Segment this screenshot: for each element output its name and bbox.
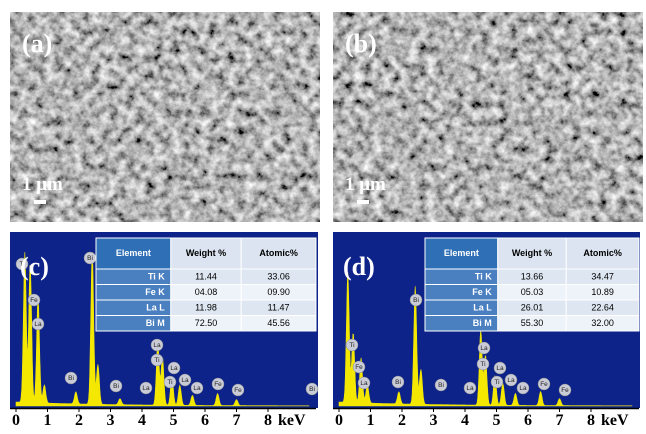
tick-label: 7	[233, 412, 241, 429]
peak-label: La	[519, 385, 527, 392]
scale-bar-label: 1 μm	[345, 174, 386, 195]
tick-label: 2	[75, 412, 83, 429]
peak-label: Fe	[561, 387, 569, 394]
tick-label: 7	[556, 412, 564, 429]
cell-text: 04.08	[195, 287, 218, 297]
peak-label: La	[480, 345, 488, 352]
cell-text: 34.47	[591, 272, 614, 282]
peak-label: Bi	[68, 375, 74, 382]
cell-text: 09.90	[267, 287, 290, 297]
cell-text: La L	[146, 303, 165, 313]
tick-label: 0	[12, 412, 20, 429]
cell-text: 45.56	[267, 318, 290, 328]
peak-label: La	[153, 342, 161, 349]
cell-text: 11.44	[195, 272, 217, 282]
peak-label: La	[360, 380, 368, 387]
peak-label: La	[181, 377, 189, 384]
peak-label: Ti	[154, 357, 159, 364]
peak-label: Fe	[214, 381, 222, 388]
cell-text: 26.01	[521, 303, 544, 313]
peak-label: Ti	[349, 342, 354, 349]
axis-unit: keV	[278, 412, 306, 429]
cell-text: 22.64	[591, 303, 614, 313]
cell-text: 33.06	[267, 272, 290, 282]
cell-text: 10.89	[591, 287, 614, 297]
cell-text: 11.47	[268, 303, 290, 313]
header-text: Atomic%	[583, 248, 622, 258]
tick-label: 8	[587, 412, 595, 429]
cell-text: Fe K	[145, 287, 165, 297]
cell-text: Bi M	[473, 318, 492, 328]
panel-label: (d)	[343, 252, 375, 281]
peak-label: La	[496, 365, 504, 372]
tick-label: 1	[44, 412, 52, 429]
tick-label: 1	[367, 412, 375, 429]
tick-label: 6	[201, 412, 209, 429]
header-text: Element	[116, 248, 151, 258]
axis-unit: keV	[601, 412, 629, 429]
tick-label: 8	[264, 412, 272, 429]
tick-label: 6	[524, 412, 532, 429]
peak-label: Bi	[87, 255, 93, 262]
peak-label: La	[142, 385, 150, 392]
peak-label: Fe	[234, 387, 242, 394]
tick-label: 5	[493, 412, 501, 429]
peak-label: La	[34, 321, 42, 328]
header-text: Weight %	[186, 248, 226, 258]
tick-label: 3	[107, 412, 115, 429]
composition-table: Element Weight % Atomic% Ti K 11.44 33.06 Fe K…	[96, 238, 316, 331]
cell-text: Bi M	[146, 318, 165, 328]
header-text: Element	[444, 248, 479, 258]
cell-text: 11.98	[195, 303, 217, 313]
cell-text: La L	[473, 303, 492, 313]
peak-label: Fe	[355, 364, 363, 371]
cell-text: 72.50	[195, 318, 218, 328]
peak-label: Fe	[30, 297, 38, 304]
peak-label: Bi	[413, 297, 419, 304]
cell-text: Fe K	[472, 287, 492, 297]
cell-text: 05.03	[521, 287, 544, 297]
peak-label: Bi	[395, 379, 401, 386]
cell-text: 32.00	[591, 318, 614, 328]
cell-text: 13.66	[521, 272, 544, 282]
scale-bar-label: 1 μm	[22, 174, 63, 195]
cell-text: Ti K	[148, 272, 165, 282]
peak-label: Ti	[480, 361, 485, 368]
tick-label: 4	[138, 412, 146, 429]
peak-label: La	[170, 365, 178, 372]
scale-bar	[34, 200, 46, 204]
peak-label: Bi	[438, 382, 444, 389]
tick-label: 0	[335, 412, 343, 429]
peak-label: La	[507, 377, 515, 384]
peak-label: Fe	[540, 381, 548, 388]
peak-label: Bi	[113, 383, 119, 390]
scale-bar	[357, 200, 369, 204]
tick-label: 4	[461, 412, 469, 429]
header-text: Atomic%	[259, 248, 298, 258]
cell-text: 55.30	[521, 318, 544, 328]
peak-label: La	[466, 385, 474, 392]
peak-label: Ti	[167, 379, 172, 386]
cell-text: Ti K	[475, 272, 492, 282]
tick-label: 5	[170, 412, 178, 429]
peak-label: Ti	[494, 379, 499, 386]
peak-label: Bi	[309, 386, 315, 393]
composition-table: Element Weight % Atomic% Ti K 13.66 34.47 Fe K…	[425, 238, 639, 331]
tick-label: 3	[430, 412, 438, 429]
peak-label: La	[193, 385, 201, 392]
panel-label: (c)	[20, 252, 49, 281]
panel-label: (b)	[345, 29, 377, 58]
panel-label: (a)	[22, 29, 52, 58]
figure: (a)1 μm(b)1 μmTiFeLaBiBiBiLaLaTiTiLaLaLa…	[0, 0, 646, 434]
header-text: Weight %	[512, 248, 552, 258]
tick-label: 2	[398, 412, 406, 429]
